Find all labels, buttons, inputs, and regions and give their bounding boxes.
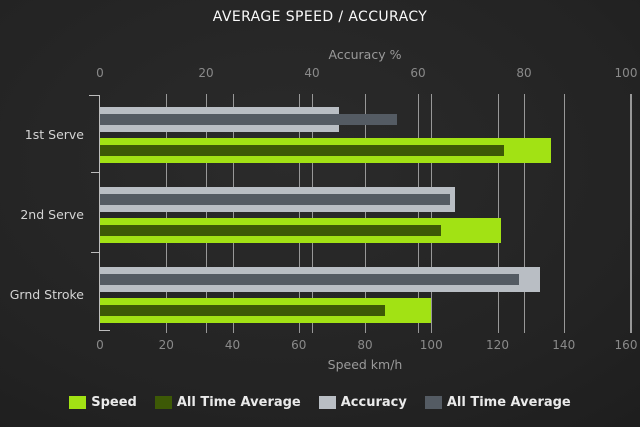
bar-accuracy-all-time-average-2nd-serve[interactable] — [100, 194, 450, 205]
legend-item-accuracy[interactable]: Accuracy — [318, 395, 407, 410]
bottom-axis-tick-label: 100 — [419, 338, 443, 352]
legend-swatch-accuracy — [318, 396, 336, 409]
gridline — [206, 94, 207, 333]
bar-speed-all-time-average-grnd-stroke[interactable] — [100, 305, 385, 316]
legend-item-accuracy-all-time-average[interactable]: All Time Average — [424, 395, 571, 410]
legend-swatch-accuracy-all-time-average — [424, 396, 442, 409]
top-axis-tick-label: 100 — [614, 66, 638, 80]
bottom-axis-tick-label: 140 — [552, 338, 576, 352]
legend-label: Accuracy — [340, 395, 407, 410]
y-axis-tick-0 — [91, 172, 99, 173]
gridline — [312, 94, 313, 333]
top-axis-tick-label: 20 — [198, 66, 214, 80]
legend-label: All Time Average — [446, 395, 571, 410]
gridline — [418, 94, 419, 333]
gridline — [365, 94, 366, 333]
gridline — [498, 94, 499, 333]
bottom-axis-tick-label: 0 — [96, 338, 104, 352]
y-axis-tick-1 — [91, 252, 99, 253]
top-axis-tick-label: 60 — [410, 66, 426, 80]
legend-label: All Time Average — [176, 395, 301, 410]
gridline — [524, 94, 525, 333]
top-axis-tick-label: 40 — [304, 66, 320, 80]
legend: Speed All Time Average Accuracy All Time Av… — [0, 395, 640, 410]
gridline — [299, 94, 300, 333]
bottom-axis-tick-label: 40 — [224, 338, 241, 352]
y-axis-cap-top — [89, 95, 100, 96]
bottom-axis-tick-label: 20 — [158, 338, 174, 352]
category-label: Grnd Stroke — [9, 287, 84, 302]
gridline — [564, 94, 565, 333]
legend-item-speed-all-time-average[interactable]: All Time Average — [154, 395, 301, 410]
top-axis-tick-label: 80 — [516, 66, 532, 80]
gridline — [166, 94, 167, 333]
legend-swatch-speed — [69, 396, 87, 409]
legend-swatch-speed-all-time-average — [154, 396, 172, 409]
bottom-axis-tick-label: 120 — [486, 338, 509, 352]
category-label: 2nd Serve — [20, 207, 84, 222]
category-label: 1st Serve — [24, 127, 84, 142]
bar-accuracy-all-time-average-1st-serve[interactable] — [100, 114, 397, 125]
bar-speed-all-time-average-2nd-serve[interactable] — [100, 225, 442, 236]
chart-title: AVERAGE SPEED / ACCURACY — [212, 9, 428, 25]
top-axis-title: Accuracy % — [328, 47, 402, 62]
legend-item-speed[interactable]: Speed — [69, 395, 137, 410]
bar-speed-all-time-average-1st-serve[interactable] — [100, 145, 505, 156]
bottom-axis-tick-label: 160 — [614, 338, 638, 352]
y-axis-cap-bottom — [99, 330, 110, 331]
y-axis-line — [98, 95, 100, 331]
gridline — [233, 94, 234, 333]
bottom-axis-tick-label: 80 — [357, 338, 373, 352]
gridline — [431, 94, 432, 333]
legend-label: Speed — [91, 395, 137, 410]
bottom-axis-tick-label: 60 — [291, 338, 307, 352]
bar-accuracy-all-time-average-grnd-stroke[interactable] — [100, 274, 519, 285]
top-axis-tick-label: 0 — [96, 66, 104, 80]
bottom-axis-title: Speed km/h — [327, 357, 403, 372]
gridline — [630, 94, 632, 333]
